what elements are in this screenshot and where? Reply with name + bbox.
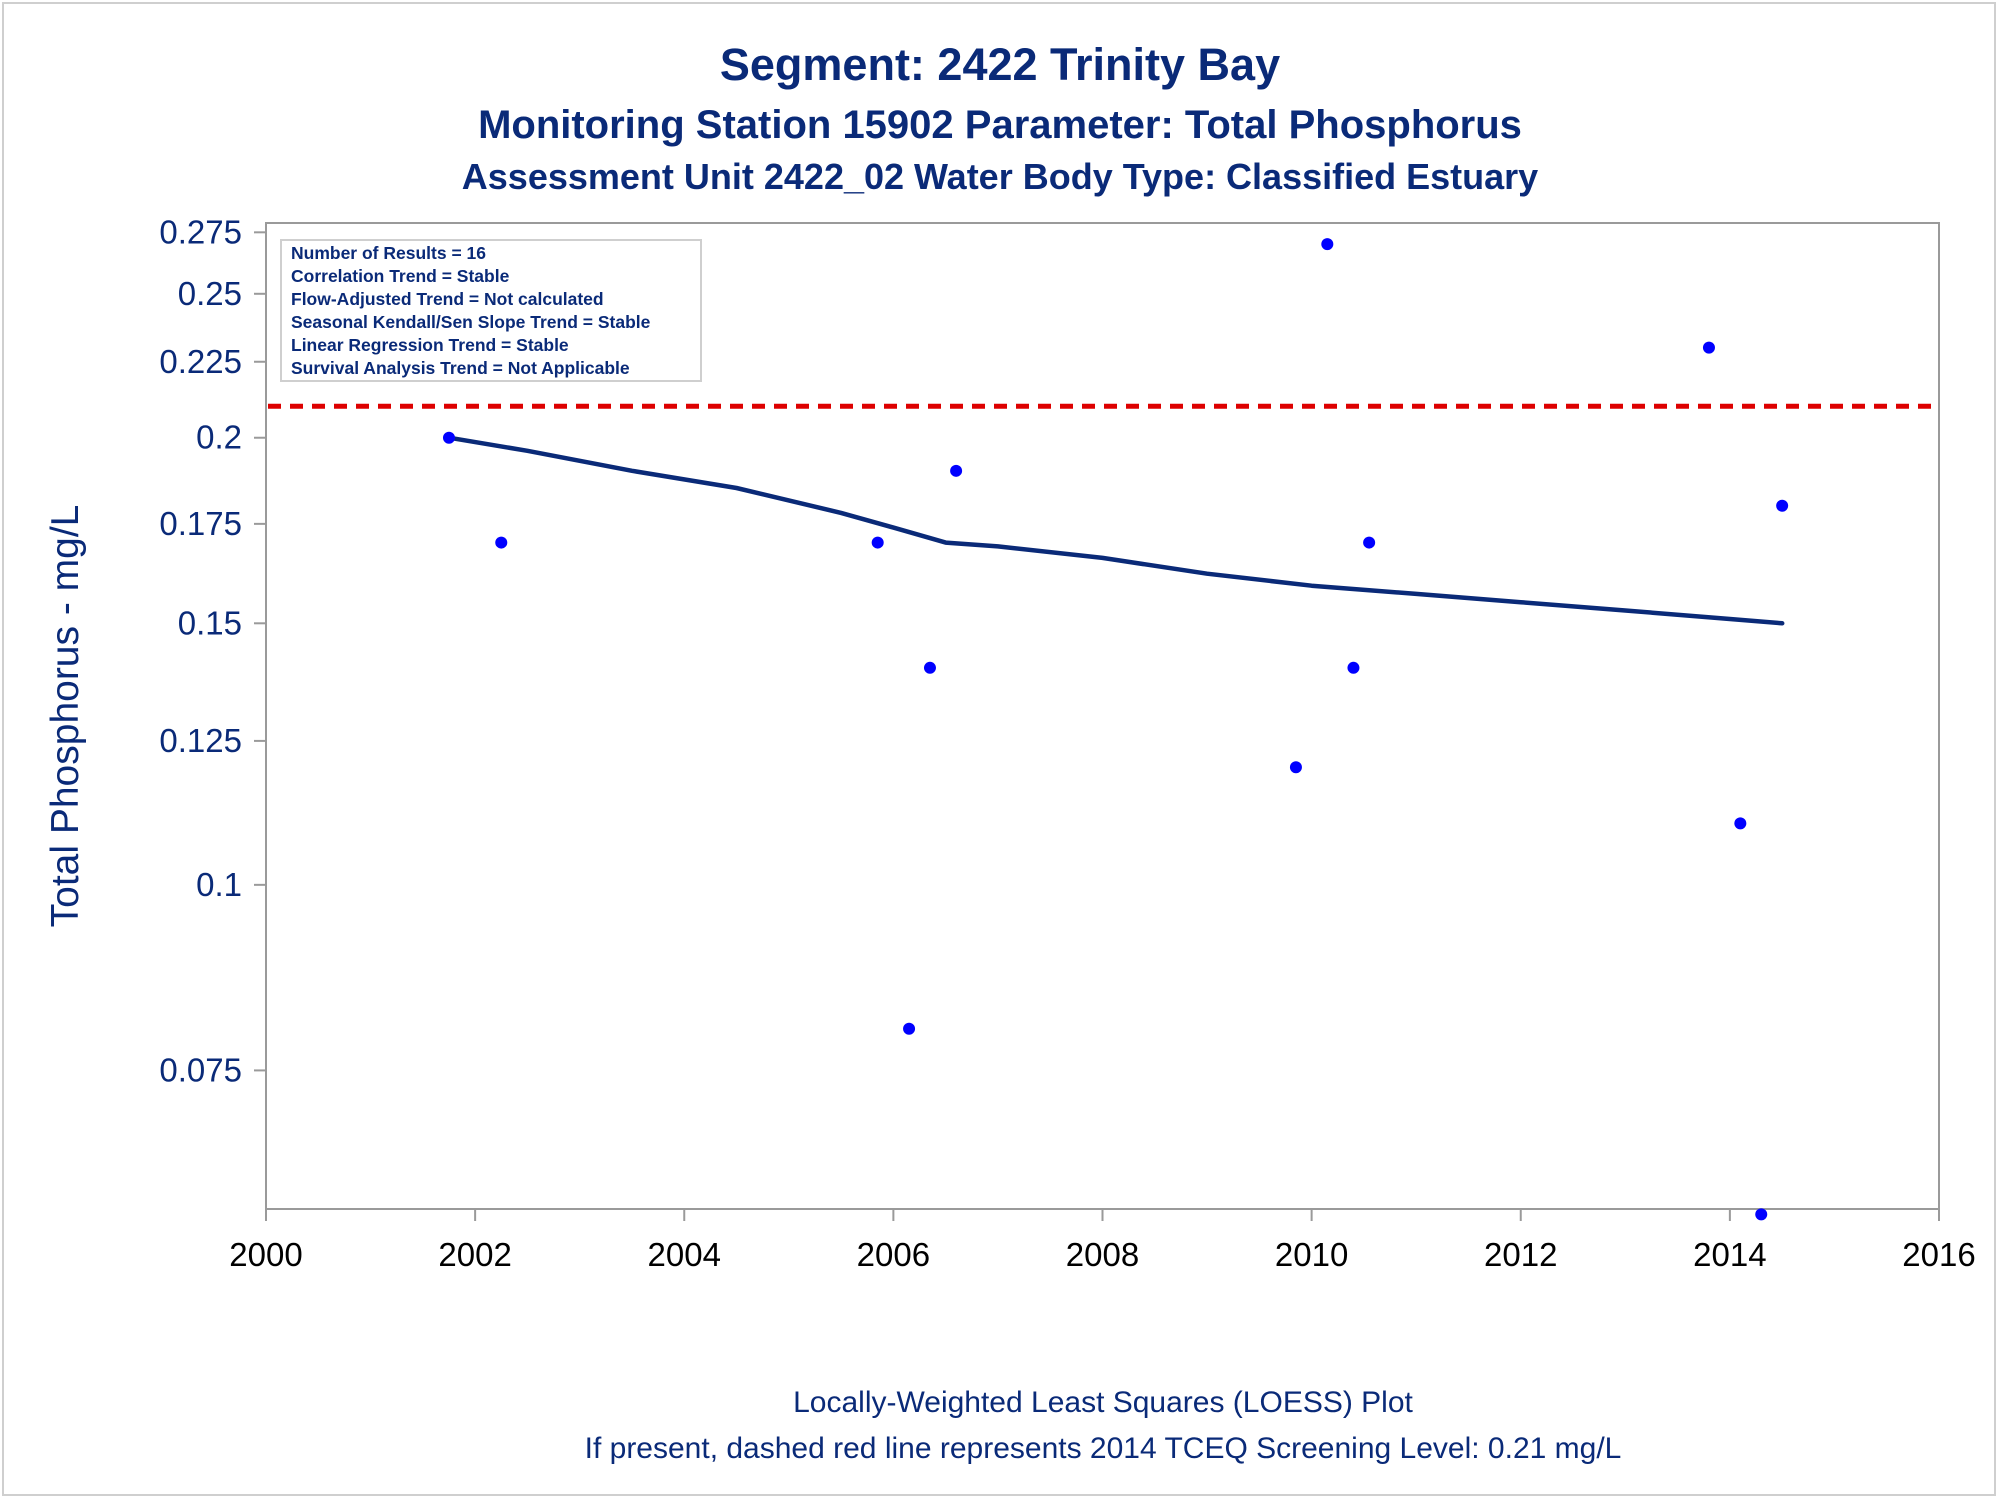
data-point <box>1734 817 1747 830</box>
data-point <box>1755 1208 1768 1221</box>
data-point <box>1776 499 1789 512</box>
chart-subtitle-2: Assessment Unit 2422_02 Water Body Type:… <box>462 156 1538 197</box>
stats-line-linear-regression: Linear Regression Trend = Stable <box>291 335 569 355</box>
stats-box-frame <box>280 239 702 382</box>
data-point <box>1363 536 1376 549</box>
data-point <box>871 536 884 549</box>
y-tick-label: 0.225 <box>159 343 242 380</box>
footnote-screening-level: If present, dashed red line represents 2… <box>585 1432 1622 1465</box>
loess-trend-line <box>446 435 1785 626</box>
stats-line-results: Number of Results = 16 <box>291 243 486 263</box>
stats-box: Number of Results = 16 Correlation Trend… <box>280 239 702 382</box>
data-point <box>1321 238 1334 251</box>
y-tick-label: 0.175 <box>159 505 242 542</box>
data-point <box>903 1022 916 1035</box>
chart-subtitle: Monitoring Station 15902 Parameter: Tota… <box>478 103 1522 147</box>
stats-line-correlation: Correlation Trend = Stable <box>291 266 510 286</box>
x-tick-label: 2002 <box>438 1236 511 1273</box>
footnote-loess: Locally-Weighted Least Squares (LOESS) P… <box>793 1386 1413 1419</box>
stats-line-flow-adjusted: Flow-Adjusted Trend = Not calculated <box>291 289 604 309</box>
x-tick-label: 2014 <box>1693 1236 1766 1273</box>
data-point <box>1289 761 1302 774</box>
y-axis: 0.075 0.1 0.125 0.15 0.175 0.2 0.225 0.25 0.275 <box>159 213 266 1088</box>
data-point <box>1702 341 1715 354</box>
data-point <box>495 536 508 549</box>
stats-line-seasonal-kendall: Seasonal Kendall/Sen Slope Trend = Stabl… <box>291 312 651 332</box>
y-tick-label: 0.25 <box>178 275 242 312</box>
data-point <box>1347 661 1360 674</box>
x-tick-label: 2006 <box>857 1236 930 1273</box>
x-tick-label: 2000 <box>229 1236 302 1273</box>
y-axis-label: Total Phosphorus - mg/L <box>44 505 87 928</box>
data-point <box>950 464 963 477</box>
data-point <box>923 661 936 674</box>
chart-title: Segment: 2422 Trinity Bay <box>720 39 1280 90</box>
y-tick-label: 0.2 <box>196 419 242 456</box>
x-tick-label: 2008 <box>1066 1236 1139 1273</box>
data-points <box>442 238 1789 1221</box>
y-tick-label: 0.275 <box>159 213 242 250</box>
data-point <box>442 431 455 444</box>
x-axis: 2000 2002 2004 2006 2008 2010 2012 2014 2016 <box>229 1209 1976 1273</box>
y-tick-label: 0.15 <box>178 604 242 641</box>
x-tick-label: 2010 <box>1275 1236 1348 1273</box>
x-tick-label: 2016 <box>1902 1236 1975 1273</box>
x-tick-label: 2012 <box>1484 1236 1557 1273</box>
stats-line-survival: Survival Analysis Trend = Not Applicable <box>291 358 630 378</box>
y-tick-label: 0.125 <box>159 722 242 759</box>
y-tick-label: 0.075 <box>159 1051 242 1088</box>
x-tick-label: 2004 <box>648 1236 721 1273</box>
y-tick-label: 0.1 <box>196 866 242 903</box>
